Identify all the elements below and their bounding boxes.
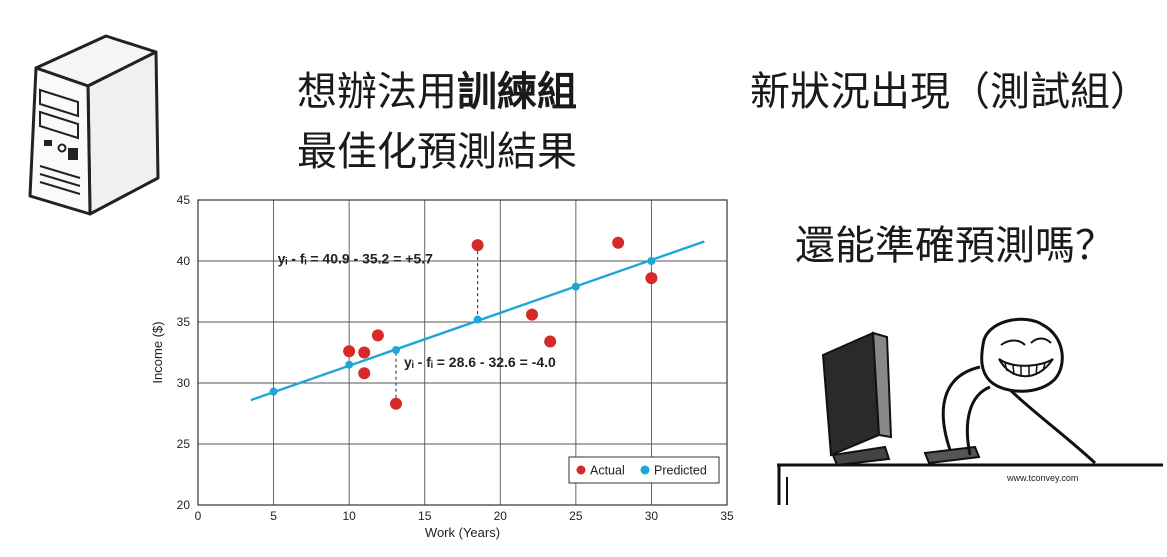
chart-legend: Actual Predicted bbox=[568, 456, 720, 484]
y-tick-label: 30 bbox=[177, 376, 191, 390]
predicted-point bbox=[647, 257, 656, 265]
y-tick-label: 25 bbox=[177, 437, 191, 451]
server-tower-icon bbox=[28, 34, 160, 216]
x-tick-label: 0 bbox=[195, 509, 202, 523]
trollface-at-computer-icon: www.tconvey.com bbox=[777, 317, 1163, 505]
y-tick-label: 45 bbox=[177, 193, 191, 207]
annotations: yᵢ - fᵢ = 40.9 - 35.2 = +5.7 yᵢ - fᵢ = 28… bbox=[278, 245, 556, 404]
x-tick-label: 35 bbox=[720, 509, 734, 523]
legend-label: Predicted bbox=[654, 464, 707, 478]
x-axis-label: Work (Years) bbox=[425, 525, 500, 540]
x-tick-label: 15 bbox=[418, 509, 432, 523]
predicted-point bbox=[269, 387, 278, 396]
legend-marker bbox=[576, 465, 586, 475]
legend-label: Actual bbox=[590, 464, 625, 478]
predicted-point bbox=[345, 360, 354, 369]
actual-point bbox=[526, 308, 539, 321]
actual-point bbox=[645, 272, 658, 285]
y-axis-label: Income ($) bbox=[150, 321, 165, 383]
predicted-point bbox=[571, 282, 580, 291]
heading-left-line1: 想辦法用訓練組 bbox=[297, 69, 577, 115]
x-tick-label: 25 bbox=[569, 509, 583, 523]
y-tick-label: 40 bbox=[177, 254, 191, 268]
x-tick-label: 5 bbox=[270, 509, 277, 523]
legend-marker bbox=[640, 465, 650, 475]
data-points bbox=[269, 236, 658, 410]
heading-left-line2: 最佳化預測結果 bbox=[297, 129, 577, 175]
scatter-chart: 0 5 10 15 20 25 30 35 20 25 30 35 40 45 yᵢ - fᵢ = 40.… bbox=[150, 193, 734, 540]
x-tick-label: 30 bbox=[645, 509, 659, 523]
plot-frame bbox=[197, 199, 728, 506]
predicted-point bbox=[473, 315, 482, 324]
illustration-caption: www.tconvey.com bbox=[1006, 473, 1078, 483]
predicted-point bbox=[391, 346, 400, 355]
residual-annotation: yᵢ - fᵢ = 28.6 - 32.6 = -4.0 bbox=[404, 354, 556, 370]
heading-right-line1: 新狀況出現（測試組） bbox=[750, 69, 1150, 115]
actual-point bbox=[544, 335, 557, 348]
actual-point bbox=[358, 367, 371, 380]
x-tick-label: 10 bbox=[342, 509, 356, 523]
actual-point bbox=[389, 397, 402, 410]
x-tick-label: 20 bbox=[494, 509, 508, 523]
actual-point bbox=[612, 236, 625, 249]
residual-annotation: yᵢ - fᵢ = 40.9 - 35.2 = +5.7 bbox=[278, 250, 434, 266]
axis-ticks: 0 5 10 15 20 25 30 35 20 25 30 35 40 45 bbox=[177, 193, 734, 523]
actual-point bbox=[343, 345, 356, 358]
actual-point bbox=[358, 346, 371, 359]
y-tick-label: 20 bbox=[177, 498, 191, 512]
y-tick-label: 35 bbox=[177, 315, 191, 329]
actual-point bbox=[471, 239, 484, 252]
heading-right-line2: 還能準確預測嗎？ bbox=[795, 223, 1115, 269]
actual-point bbox=[371, 329, 384, 342]
